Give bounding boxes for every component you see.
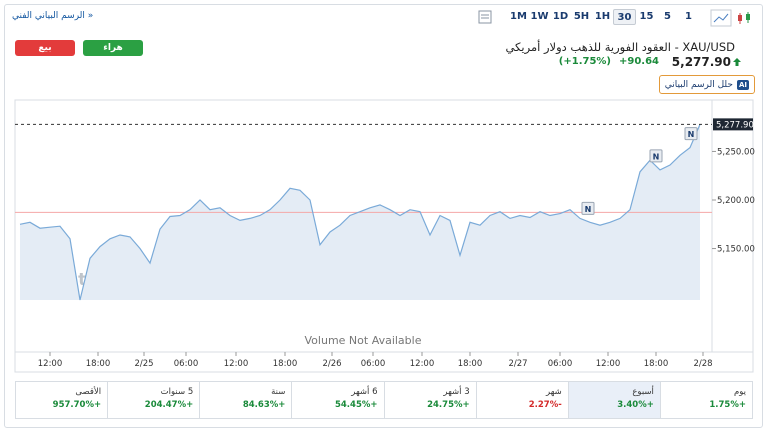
news-flag-label: N (688, 130, 695, 139)
interval-button[interactable]: 30 (613, 9, 636, 25)
x-tick-label: 12:00 (410, 359, 435, 369)
news-flag (649, 149, 663, 163)
interval-button[interactable]: 1D (552, 11, 569, 22)
y-tick-label: 5,150.00 (717, 245, 755, 255)
performance-cell[interactable]: 6 أشهر +54.45% (291, 382, 383, 418)
interval-button[interactable]: 1H (594, 11, 611, 22)
period-label: أسبوع (632, 387, 654, 397)
table-icon[interactable] (478, 10, 492, 24)
news-flag (684, 127, 698, 141)
performance-cell[interactable]: سنة +84.63% (199, 382, 291, 418)
chart: 5,150.00 5,200.00 5,250.00 12:00 18:00 2/25 06… (14, 99, 755, 373)
x-tick-label: 06:00 (548, 359, 573, 369)
instrument-title: XAU/USD - العقود الفورية للذهب دولار أمر… (505, 40, 735, 54)
x-tick-label: 2/25 (134, 359, 153, 369)
period-label: شهر (546, 387, 562, 397)
x-tick-label: 06:00 (174, 359, 199, 369)
interval-button[interactable]: 1M (510, 11, 527, 22)
last-price-tag (713, 118, 753, 131)
period-change: +957.70% (52, 400, 102, 410)
period-label: الأقصى (75, 387, 102, 397)
period-label: 5 سنوات (160, 387, 194, 397)
period-label: 3 أشهر (443, 387, 470, 397)
performance-cell[interactable]: يوم +1.75% (659, 382, 752, 418)
plot-frame (14, 99, 754, 373)
performance-cell[interactable]: أسبوع +3.40% (567, 382, 660, 418)
interval-bar: 1M 1W 1D 5H 1H 30 15 5 1 (508, 9, 699, 25)
interval-button[interactable]: 1 (685, 11, 692, 22)
price-change: +90.64 (618, 56, 659, 67)
interval-button[interactable]: 5H (573, 11, 590, 22)
volume-note: Volume Not Available (305, 334, 422, 347)
x-tick-label: 2/27 (508, 359, 527, 369)
period-label: 6 أشهر (351, 387, 378, 397)
analyze-label: حلل الرسم البياني (664, 79, 733, 90)
period-label: يوم (733, 387, 746, 397)
performance-cell[interactable]: شهر -2.27% (475, 382, 568, 418)
period-change: +84.63% (242, 400, 286, 410)
period-change: -2.27% (528, 400, 562, 410)
last-price-label: 5,277.90 (716, 120, 754, 130)
news-flag-label: N (653, 152, 660, 161)
performance-cell[interactable]: 5 سنوات +204.47% (107, 382, 199, 418)
x-tick-label: 06:00 (361, 359, 386, 369)
chart-type-icons[interactable] (710, 9, 758, 27)
up-arrow (733, 58, 741, 66)
interval-button[interactable]: 5 (664, 11, 671, 22)
x-tick-label: 2/28 (693, 359, 712, 369)
performance-cell[interactable]: الأقصى +957.70% (16, 382, 107, 418)
period-change: +1.75% (709, 400, 746, 410)
x-tick-label: 18:00 (86, 359, 111, 369)
period-label: سنة (271, 387, 286, 397)
y-tick-label: 5,200.00 (717, 196, 755, 206)
x-tick-label: 12:00 (38, 359, 63, 369)
x-tick-label: 18:00 (273, 359, 298, 369)
technical-chart-link[interactable]: الرسم البياني الفني » (12, 11, 94, 21)
price-change-percent: (+1.75%) (558, 56, 611, 67)
x-tick-label: 2/26 (322, 359, 341, 369)
interval-button[interactable]: 15 (639, 11, 654, 22)
widget-frame (4, 4, 763, 428)
period-change: +54.45% (334, 400, 378, 410)
price-line (19, 124, 701, 301)
period-change: +204.47% (144, 400, 194, 410)
sell-button[interactable]: بيع (15, 40, 75, 56)
news-flag (581, 201, 595, 215)
buy-button[interactable]: هراء (83, 40, 143, 56)
period-change: +24.75% (427, 400, 470, 410)
period-change: +3.40% (617, 400, 654, 410)
performance-cell[interactable]: 3 أشهر +24.75% (383, 382, 476, 418)
interval-button[interactable]: 1W (530, 11, 549, 22)
ai-badge: AI (736, 79, 749, 90)
news-flag-label: N (585, 205, 592, 214)
x-tick-label: 18:00 (644, 359, 669, 369)
performance-table: يوم +1.75% أسبوع +3.40% شهر -2.27% 3 أشهر +24.7… (15, 381, 753, 419)
x-tick-label: 12:00 (596, 359, 621, 369)
x-tick-label: 12:00 (224, 359, 249, 369)
x-tick-label: 18:00 (458, 359, 483, 369)
y-tick-label: 5,250.00 (717, 147, 755, 157)
last-price: 5,277.90 (671, 55, 731, 69)
analyze-button[interactable]: AI حلل الرسم البياني (658, 75, 755, 94)
